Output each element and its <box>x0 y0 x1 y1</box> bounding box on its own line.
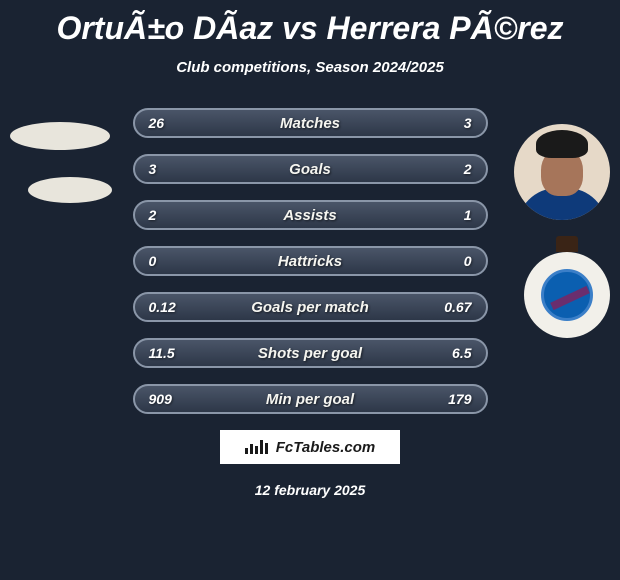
bar-icon <box>260 440 263 454</box>
stat-right-value: 1 <box>464 207 472 223</box>
comparison-subtitle: Club competitions, Season 2024/2025 <box>0 59 620 76</box>
bar-icon <box>265 443 268 454</box>
crest-shield-icon <box>541 269 593 321</box>
left-player-portrait <box>10 122 110 150</box>
stat-left-value: 0 <box>149 253 157 269</box>
portrait-hair-icon <box>536 130 588 158</box>
stat-right-value: 0 <box>464 253 472 269</box>
right-player-portrait <box>514 124 610 220</box>
left-club-crest <box>28 177 112 203</box>
right-club-crest <box>524 252 610 338</box>
branding-badge: FcTables.com <box>220 430 400 464</box>
bar-icon <box>245 448 248 454</box>
stat-label: Hattricks <box>278 253 342 270</box>
bar-icon <box>250 444 253 454</box>
stat-label: Assists <box>283 207 336 224</box>
stat-right-value: 6.5 <box>452 345 471 361</box>
stat-row: 909 Min per goal 179 <box>133 384 488 414</box>
stat-row: 11.5 Shots per goal 6.5 <box>133 338 488 368</box>
stat-left-value: 2 <box>149 207 157 223</box>
stat-label: Min per goal <box>266 391 354 408</box>
stat-left-value: 3 <box>149 161 157 177</box>
stat-row: 3 Goals 2 <box>133 154 488 184</box>
stat-label: Goals per match <box>251 299 369 316</box>
stat-label: Matches <box>280 115 340 132</box>
stats-table: 26 Matches 3 3 Goals 2 2 Assists 1 0 Hattricks 0 0.1… <box>133 108 488 414</box>
bars-icon <box>245 440 270 454</box>
stat-right-value: 3 <box>464 115 472 131</box>
stat-row: 0.12 Goals per match 0.67 <box>133 292 488 322</box>
branding-text: FcTables.com <box>276 439 375 456</box>
stat-left-value: 0.12 <box>149 299 176 315</box>
stat-left-value: 26 <box>149 115 165 131</box>
stat-left-value: 909 <box>149 391 172 407</box>
crest-stripe-icon <box>550 286 590 310</box>
stat-right-value: 0.67 <box>444 299 471 315</box>
stat-right-value: 2 <box>464 161 472 177</box>
stat-label: Shots per goal <box>258 345 362 362</box>
comparison-title: OrtuÃ±o DÃ­az vs Herrera PÃ©rez <box>0 0 620 47</box>
stat-left-value: 11.5 <box>149 345 175 361</box>
crest-flag-icon <box>556 236 578 252</box>
bar-icon <box>255 446 258 454</box>
stat-row: 0 Hattricks 0 <box>133 246 488 276</box>
stat-row: 26 Matches 3 <box>133 108 488 138</box>
comparison-date: 12 february 2025 <box>0 482 620 498</box>
stat-right-value: 179 <box>448 391 471 407</box>
stat-row: 2 Assists 1 <box>133 200 488 230</box>
stat-label: Goals <box>289 161 331 178</box>
